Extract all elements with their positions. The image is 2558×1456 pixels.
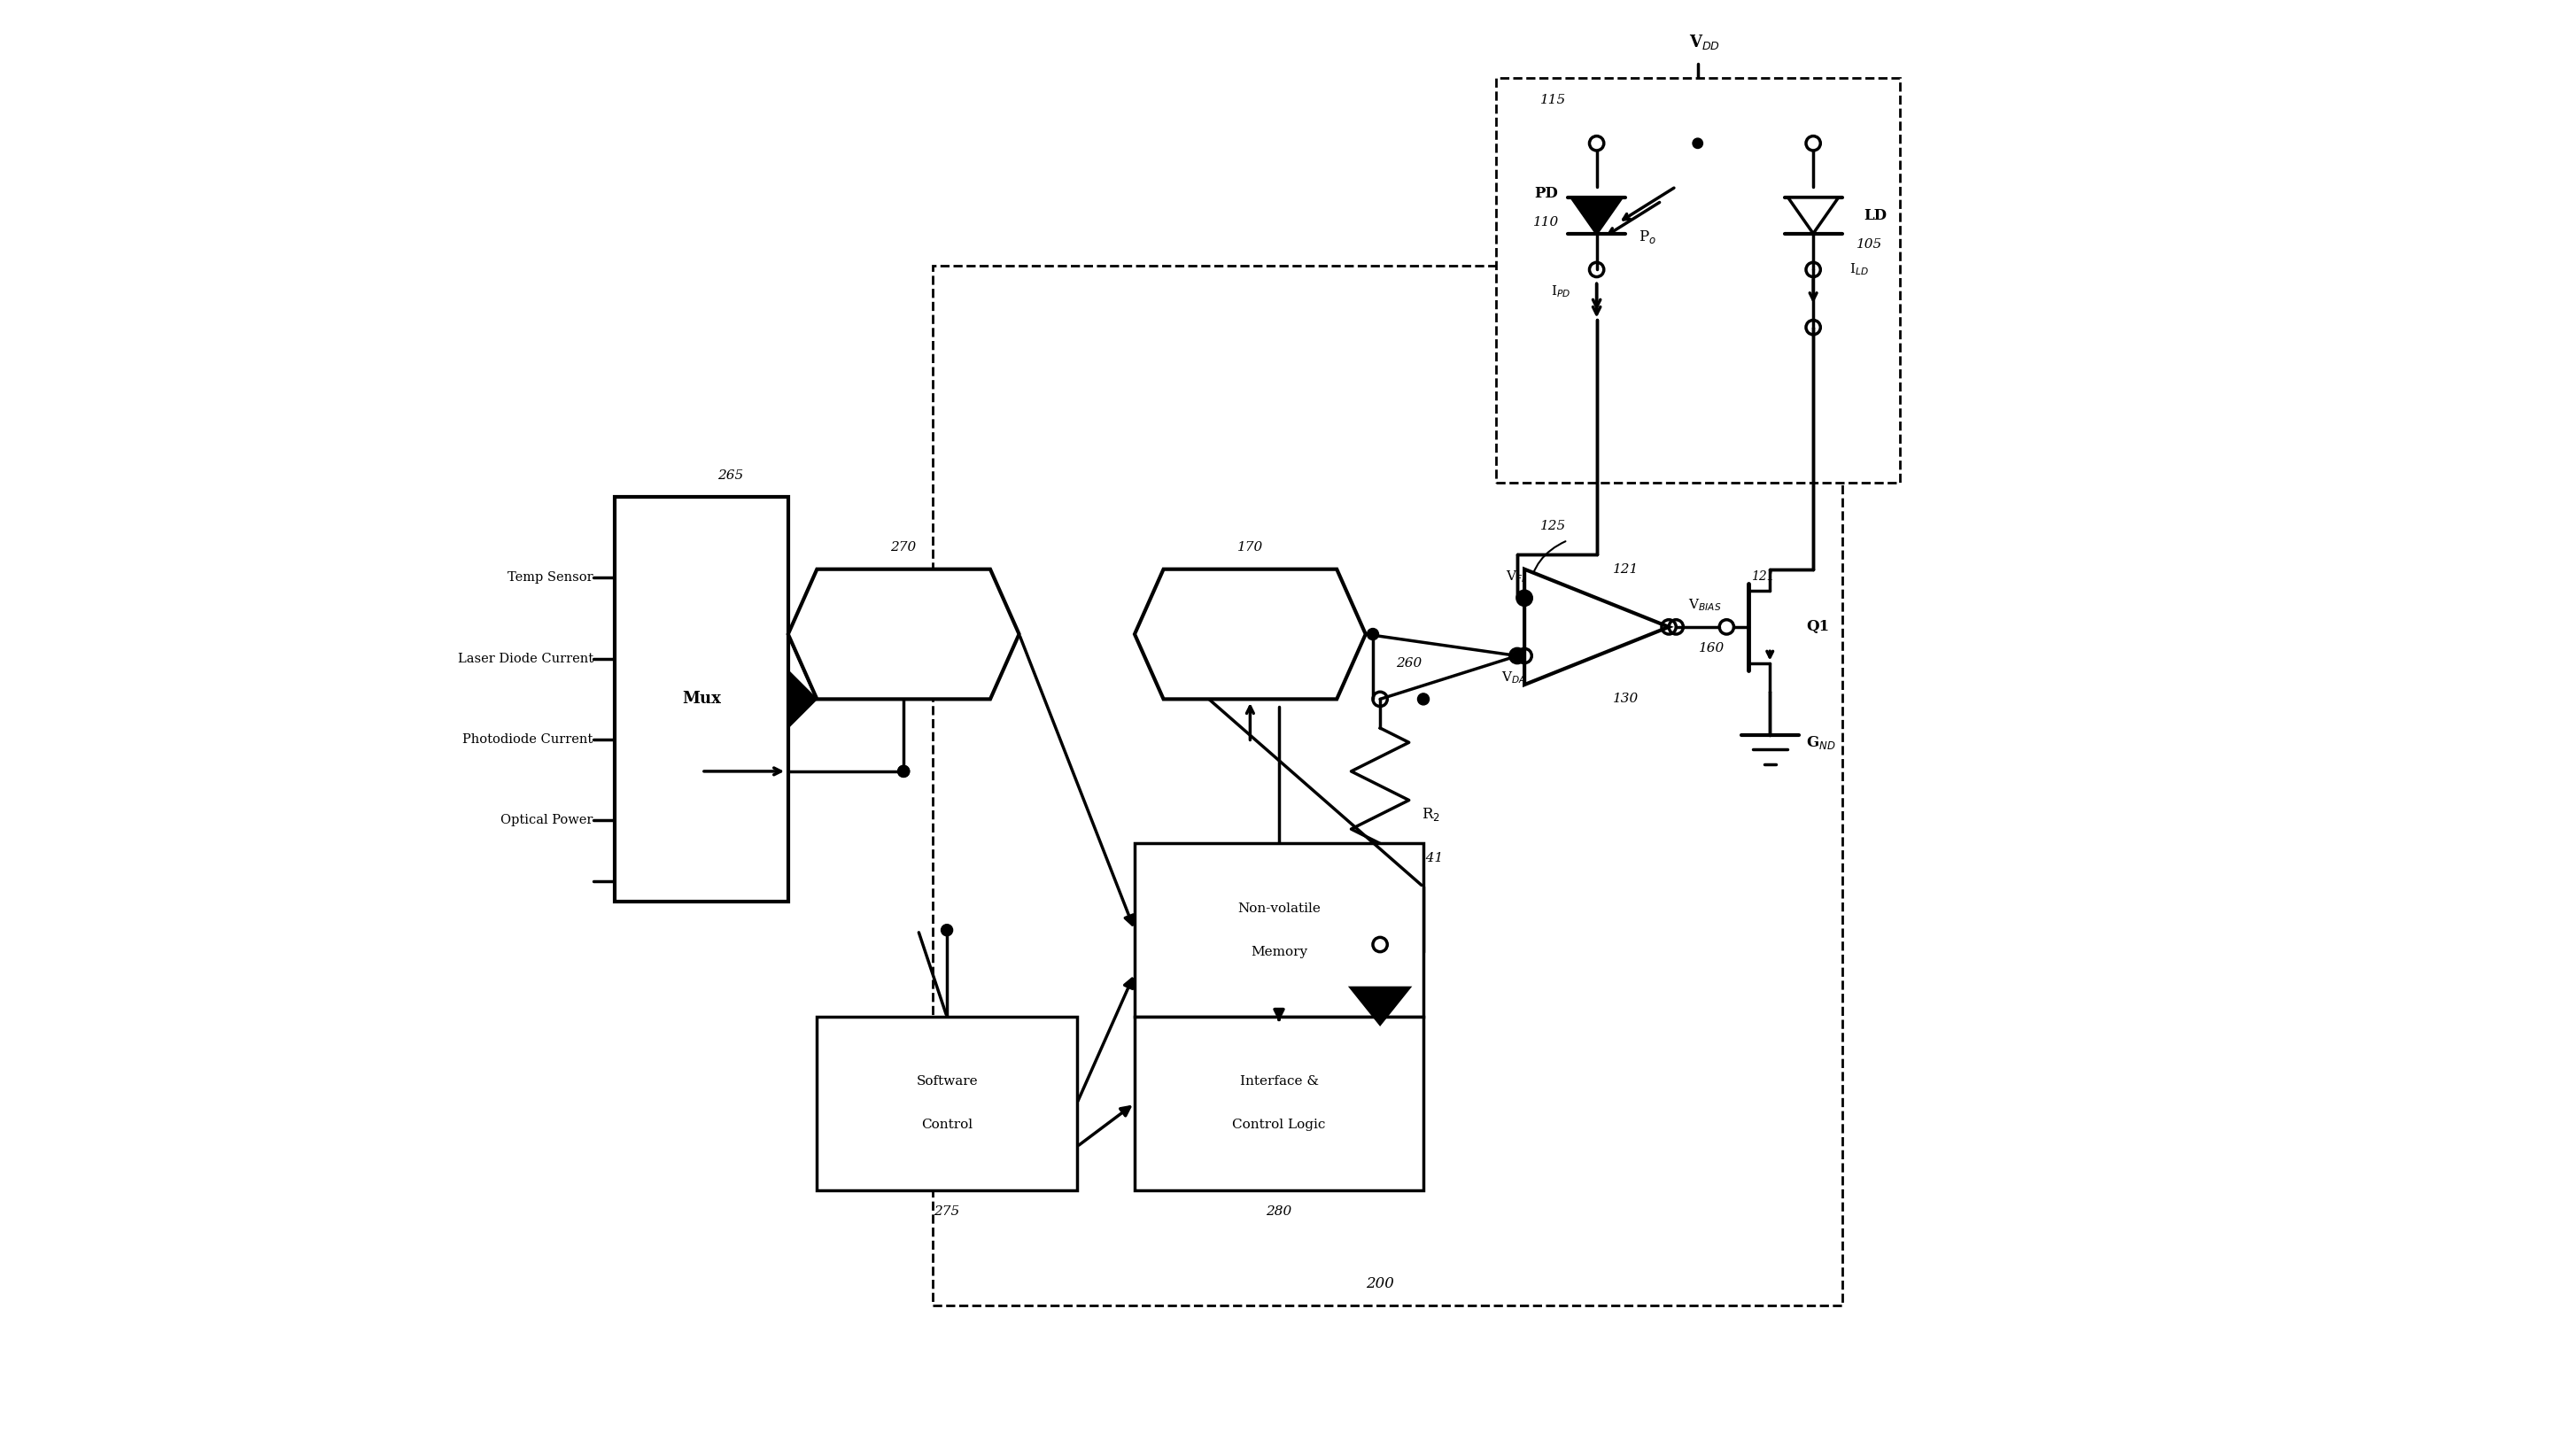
Text: V$_{DD}$: V$_{DD}$	[1688, 33, 1722, 51]
Text: 200: 200	[1366, 1277, 1394, 1291]
Text: 141: 141	[1417, 852, 1443, 863]
Text: 105: 105	[1857, 239, 1883, 250]
Text: PD: PD	[1535, 186, 1558, 201]
Circle shape	[941, 925, 952, 936]
Text: 280: 280	[1266, 1206, 1292, 1217]
Text: ADC: ADC	[885, 626, 923, 642]
Circle shape	[1366, 629, 1379, 641]
Text: V$_{BIAS}$: V$_{BIAS}$	[1688, 597, 1722, 613]
Text: 265: 265	[716, 469, 744, 482]
Text: Laser Diode Current: Laser Diode Current	[458, 652, 593, 665]
Circle shape	[1417, 693, 1430, 705]
Text: I$_{LD}$: I$_{LD}$	[1849, 262, 1870, 278]
Polygon shape	[1525, 569, 1668, 684]
FancyBboxPatch shape	[934, 266, 1842, 1306]
Text: 121: 121	[1612, 563, 1640, 575]
Text: Control Logic: Control Logic	[1233, 1118, 1325, 1131]
FancyBboxPatch shape	[1496, 79, 1901, 482]
Text: Q1: Q1	[1806, 619, 1829, 635]
Circle shape	[1512, 649, 1522, 661]
FancyBboxPatch shape	[816, 1016, 1077, 1190]
Polygon shape	[788, 670, 816, 728]
Text: Interface &: Interface &	[1241, 1076, 1317, 1088]
Text: 170: 170	[1238, 542, 1264, 553]
Text: V$_{FB}$: V$_{FB}$	[1507, 569, 1530, 584]
Text: Software: Software	[916, 1076, 977, 1088]
Text: Non-volatile: Non-volatile	[1238, 903, 1320, 914]
FancyBboxPatch shape	[1136, 843, 1422, 1016]
Circle shape	[1519, 593, 1530, 604]
Text: 121: 121	[1750, 571, 1775, 582]
Circle shape	[898, 766, 911, 778]
Text: 130: 130	[1612, 693, 1640, 705]
Text: P$_o$: P$_o$	[1637, 229, 1655, 246]
Text: DAC: DAC	[1230, 626, 1269, 642]
Text: R$_2$: R$_2$	[1422, 807, 1440, 823]
Circle shape	[1519, 593, 1530, 604]
Text: Temp Sensor: Temp Sensor	[506, 572, 593, 584]
Text: V$_{DAC}$: V$_{DAC}$	[1502, 670, 1532, 686]
Text: Optical Power: Optical Power	[501, 814, 593, 827]
Text: 110: 110	[1532, 217, 1558, 229]
Polygon shape	[1571, 198, 1622, 233]
FancyBboxPatch shape	[614, 496, 788, 901]
Text: G$_{ND}$: G$_{ND}$	[1806, 734, 1837, 751]
Polygon shape	[1788, 198, 1839, 233]
Polygon shape	[788, 569, 1018, 699]
Text: 160: 160	[1699, 642, 1724, 655]
Text: +: +	[1540, 648, 1553, 664]
Circle shape	[1693, 138, 1704, 149]
Text: I$_{PD}$: I$_{PD}$	[1550, 284, 1571, 298]
Text: 125: 125	[1540, 520, 1565, 531]
Text: Photodiode Current: Photodiode Current	[463, 734, 593, 745]
Text: 275: 275	[934, 1206, 959, 1217]
Text: LD: LD	[1865, 208, 1888, 223]
Text: −: −	[1540, 590, 1553, 606]
Text: 115: 115	[1540, 93, 1565, 106]
Polygon shape	[1136, 569, 1366, 699]
Text: 270: 270	[890, 542, 916, 553]
Polygon shape	[1351, 987, 1409, 1024]
Text: 260: 260	[1397, 657, 1422, 670]
Text: Control: Control	[921, 1118, 972, 1131]
Circle shape	[898, 766, 911, 778]
Text: Mux: Mux	[683, 692, 721, 708]
Text: Memory: Memory	[1251, 945, 1307, 958]
FancyBboxPatch shape	[1136, 1016, 1422, 1190]
